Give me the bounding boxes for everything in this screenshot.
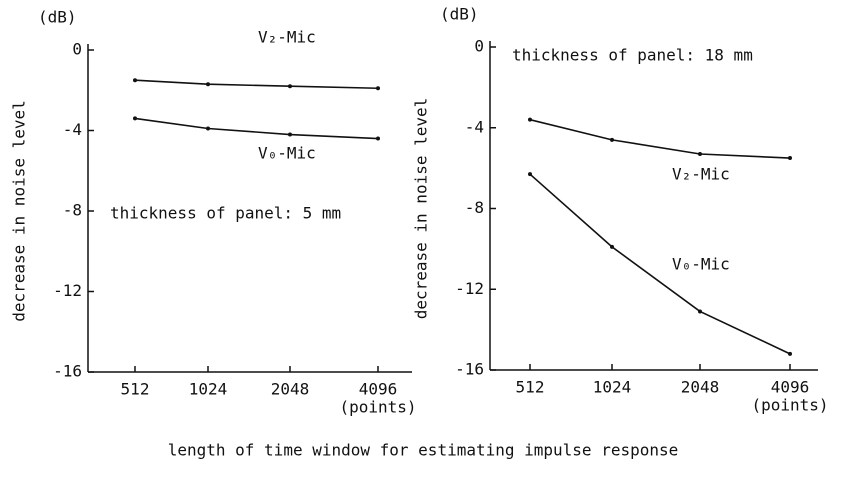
y-tick-label: -8 [63, 201, 82, 220]
x-tick-label: 1024 [189, 380, 228, 399]
data-point [133, 116, 137, 121]
x-tick-label: 512 [121, 380, 150, 399]
x-unit: (points) [339, 398, 416, 417]
x-axis-label: length of time window for estimating imp… [168, 441, 679, 460]
data-point [376, 86, 380, 91]
data-point [288, 132, 292, 137]
x-unit: (points) [751, 396, 828, 415]
y-tick-label: -4 [63, 120, 82, 139]
y-tick-label: -16 [53, 362, 82, 381]
y-tick-label: 0 [474, 37, 484, 56]
data-point [133, 78, 137, 83]
data-point [376, 136, 380, 141]
data-point [610, 244, 614, 249]
data-point [288, 84, 292, 89]
series-label: V₀-Mic [672, 255, 730, 274]
x-tick-label: 1024 [593, 378, 632, 397]
y-unit: (dB) [38, 8, 77, 27]
data-point [528, 117, 532, 122]
data-point [698, 309, 702, 314]
series-label: V₀-Mic [258, 144, 316, 163]
y-tick-label: -4 [465, 117, 484, 136]
x-tick-label: 2048 [271, 380, 310, 399]
x-tick-label: 512 [516, 378, 545, 397]
data-point [788, 156, 792, 161]
x-tick-label: 2048 [681, 378, 720, 397]
y-tick-label: 0 [72, 40, 82, 59]
series-label: V₂-Mic [672, 165, 730, 184]
data-point [698, 151, 702, 156]
y-axis-label: decrease in noise level [412, 98, 431, 320]
series-label: V₂-Mic [258, 28, 316, 47]
data-point [206, 126, 210, 131]
series-line [529, 173, 791, 355]
y-tick-label: -16 [455, 360, 484, 379]
data-point [788, 351, 792, 356]
annotation: thickness of panel: 18 mm [512, 46, 753, 65]
y-tick-label: -12 [53, 281, 82, 300]
series-line [134, 79, 379, 90]
data-point [528, 172, 532, 177]
x-tick-label: 4096 [771, 378, 810, 397]
y-unit: (dB) [440, 5, 479, 24]
series-line [529, 118, 791, 159]
y-tick-label: -12 [455, 279, 484, 298]
x-tick-label: 4096 [359, 380, 398, 399]
y-tick-label: -8 [465, 198, 484, 217]
annotation: thickness of panel: 5 mm [110, 204, 341, 223]
series-line [134, 117, 379, 140]
data-point [610, 137, 614, 142]
y-axis-label: decrease in noise level [10, 100, 29, 322]
data-point [206, 82, 210, 87]
